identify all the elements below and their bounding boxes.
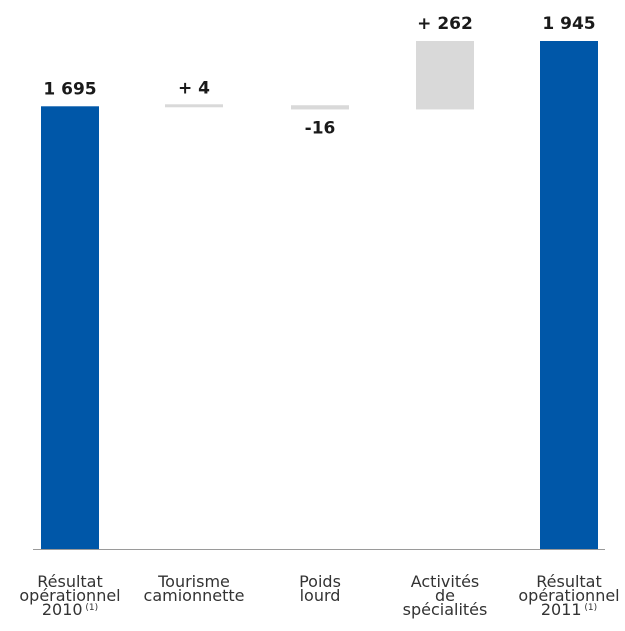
category-label-3: Poids lourd [299,572,341,605]
bar-3 [291,105,349,110]
category-label-2: Tourisme camionnette [144,572,245,605]
bar-2 [165,104,223,108]
category-label-5: Résultat opérationnel 2011 (1) [518,572,619,619]
data-label-5: 1 945 [542,14,595,34]
bar-5 [540,41,598,549]
data-label-2: + 4 [178,78,210,98]
bar-1 [41,106,99,550]
bar-4 [416,41,474,110]
data-label-4: + 262 [417,14,473,34]
data-label-1: 1 695 [43,79,96,99]
category-label-4: Activités de spécialités [403,572,488,619]
category-label-1: Résultat opérationnel 2010 (1) [19,572,120,619]
data-label-3: -16 [305,118,336,138]
